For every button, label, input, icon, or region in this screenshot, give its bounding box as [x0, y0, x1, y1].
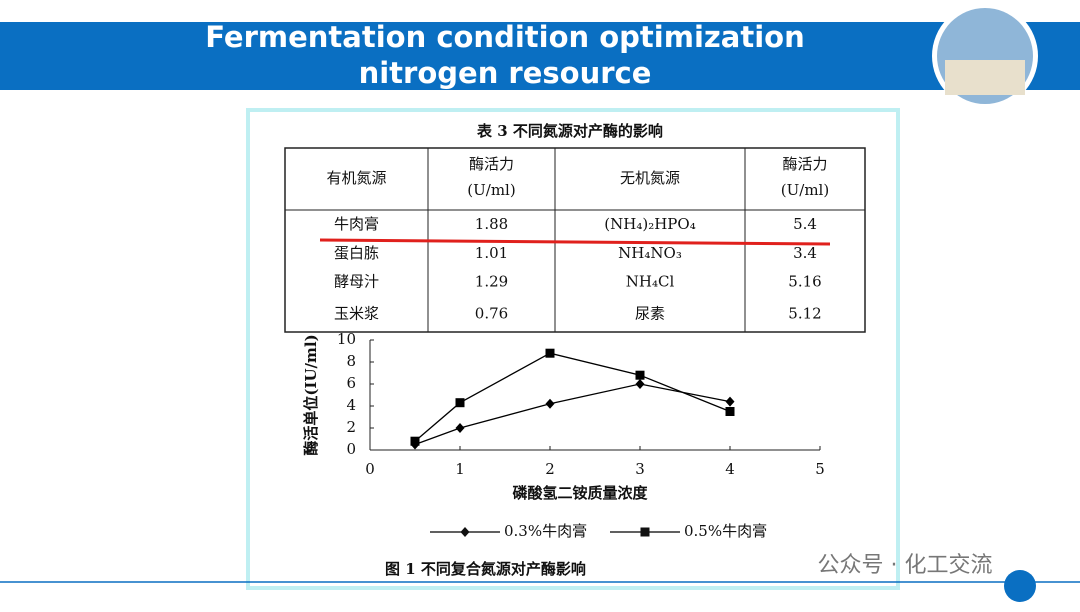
table-cell: 尿素: [635, 305, 665, 323]
table-header: 酶活力: [469, 155, 514, 173]
table-cell: 5.16: [788, 273, 821, 291]
table-cell: NH₄NO₃: [618, 244, 682, 262]
table-header: 无机氮源: [620, 169, 680, 187]
point: [635, 379, 645, 389]
header-band: [0, 22, 1080, 90]
y-tick-label: 6: [346, 374, 356, 392]
point: [635, 370, 645, 380]
legend-marker: [460, 527, 470, 537]
y-tick-label: 2: [346, 418, 356, 436]
table-cell: (NH₄)₂HPO₄: [604, 215, 695, 233]
table-cell: 酵母汁: [334, 273, 379, 291]
point: [545, 348, 555, 358]
x-tick-label: 1: [455, 460, 465, 478]
highlight-underline: [319, 238, 831, 246]
point: [725, 396, 735, 407]
x-tick-label: 4: [725, 460, 735, 478]
table-cell: 1.29: [475, 273, 508, 291]
title-line: nitrogen resource: [359, 56, 652, 90]
y-axis-label: 酶活单位(IU/ml): [302, 334, 320, 455]
legend-label: 0.3%牛肉膏: [504, 522, 587, 540]
point: [410, 436, 420, 446]
y-tick-label: 10: [337, 330, 356, 348]
footer-dot: [1004, 570, 1036, 602]
x-tick-label: 0: [365, 460, 375, 478]
table-cell: 1.88: [475, 215, 508, 233]
table-cell: 1.01: [475, 244, 508, 262]
point: [725, 407, 735, 416]
legend-label: 0.5%牛肉膏: [684, 522, 767, 540]
title-line: Fermentation condition optimization: [205, 20, 804, 54]
table-border: [284, 147, 866, 333]
table-cell: 牛肉膏: [334, 215, 379, 233]
table-cell: 5.12: [788, 305, 821, 323]
y-tick-label: 8: [346, 352, 356, 370]
table-header: (U/ml): [467, 181, 515, 199]
watermark: 公众号 · 化工交流: [818, 553, 993, 578]
table-header: 有机氮源: [326, 169, 386, 187]
table-cell: 3.4: [793, 244, 817, 262]
x-tick-label: 5: [815, 460, 825, 478]
logo-building: [945, 60, 1025, 95]
table-cell: 玉米浆: [334, 305, 379, 323]
table-header: (U/ml): [781, 181, 829, 199]
x-tick-label: 2: [545, 460, 555, 478]
table-header: 酶活力: [782, 155, 827, 173]
table-cell: 蛋白胨: [334, 244, 379, 262]
table-title: 表 3 不同氮源对产酶的影响: [477, 122, 663, 140]
x-axis-label: 磷酸氢二铵质量浓度: [512, 484, 648, 502]
point: [545, 398, 555, 409]
x-tick-label: 3: [635, 460, 645, 478]
legend-marker: [640, 527, 650, 537]
point: [455, 423, 465, 433]
y-tick-label: 4: [346, 396, 356, 414]
table-cell: 0.76: [475, 305, 508, 323]
chart-caption: 图 1 不同复合氮源对产酶影响: [385, 560, 586, 578]
table-cell: 5.4: [793, 215, 817, 233]
point: [455, 398, 465, 408]
image-panel: [246, 108, 900, 590]
table-cell: NH₄Cl: [626, 273, 675, 291]
y-tick-label: 0: [346, 440, 356, 458]
